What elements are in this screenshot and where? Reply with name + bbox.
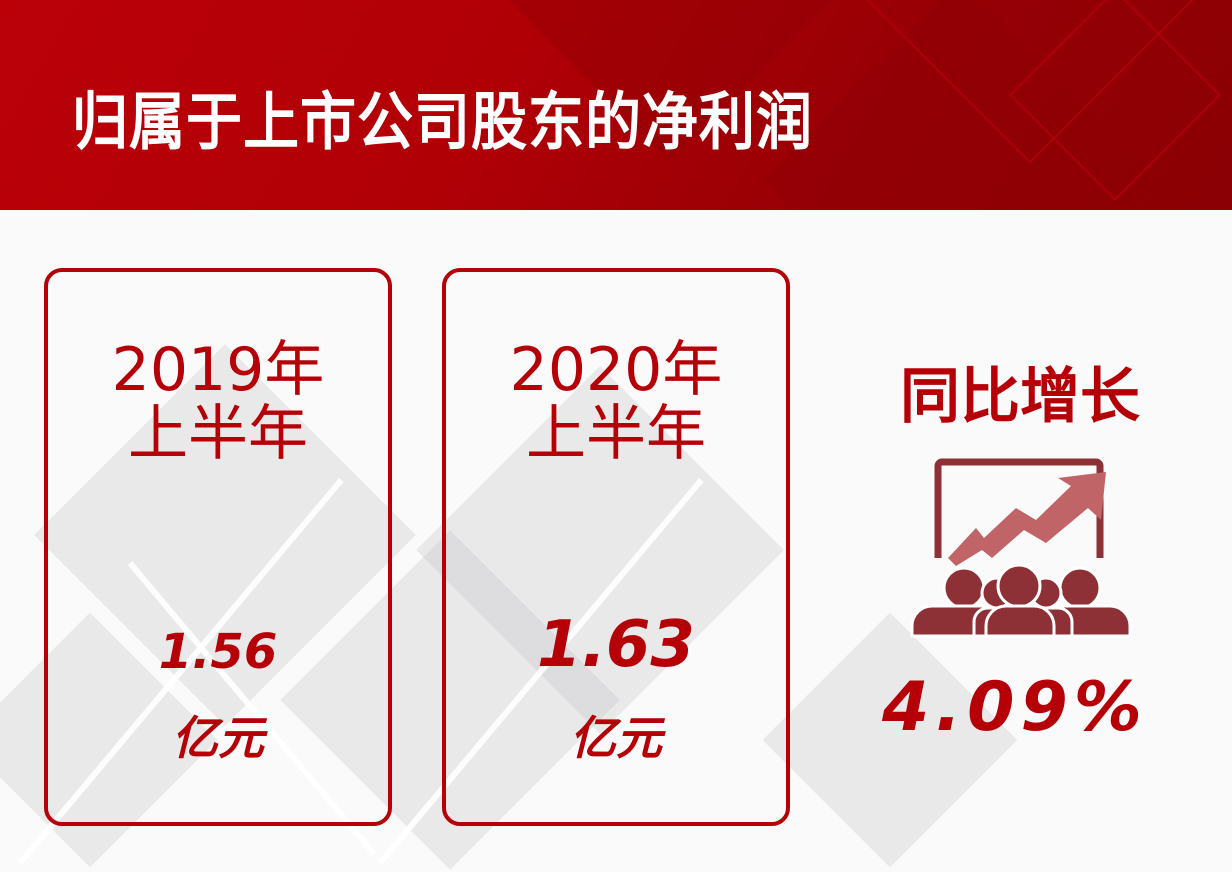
card-2019: 2019年 上半年 1.56 亿元 [44,268,392,826]
card-value: 1.56 [158,624,278,680]
year-label: 2020年 [509,335,723,405]
period-label: 上半年 [128,399,308,469]
card-unit: 亿元 [570,711,662,765]
period-label: 上半年 [526,399,706,469]
card-2020: 2020年 上半年 1.63 亿元 [442,268,790,826]
card-year: 2020年 上半年 [446,338,786,466]
growth-value: 4.09% [882,668,1148,747]
year-label: 2019年 [111,335,325,405]
header-banner: 归属于上市公司股东的净利润 [0,0,1232,210]
page-title: 归属于上市公司股东的净利润 [72,86,813,160]
growth-label: 同比增长 [900,362,1140,432]
audience-growth-chart-icon [910,458,1132,638]
card-unit: 亿元 [172,711,264,765]
card-value: 1.63 [537,608,695,682]
card-year: 2019年 上半年 [48,338,388,466]
